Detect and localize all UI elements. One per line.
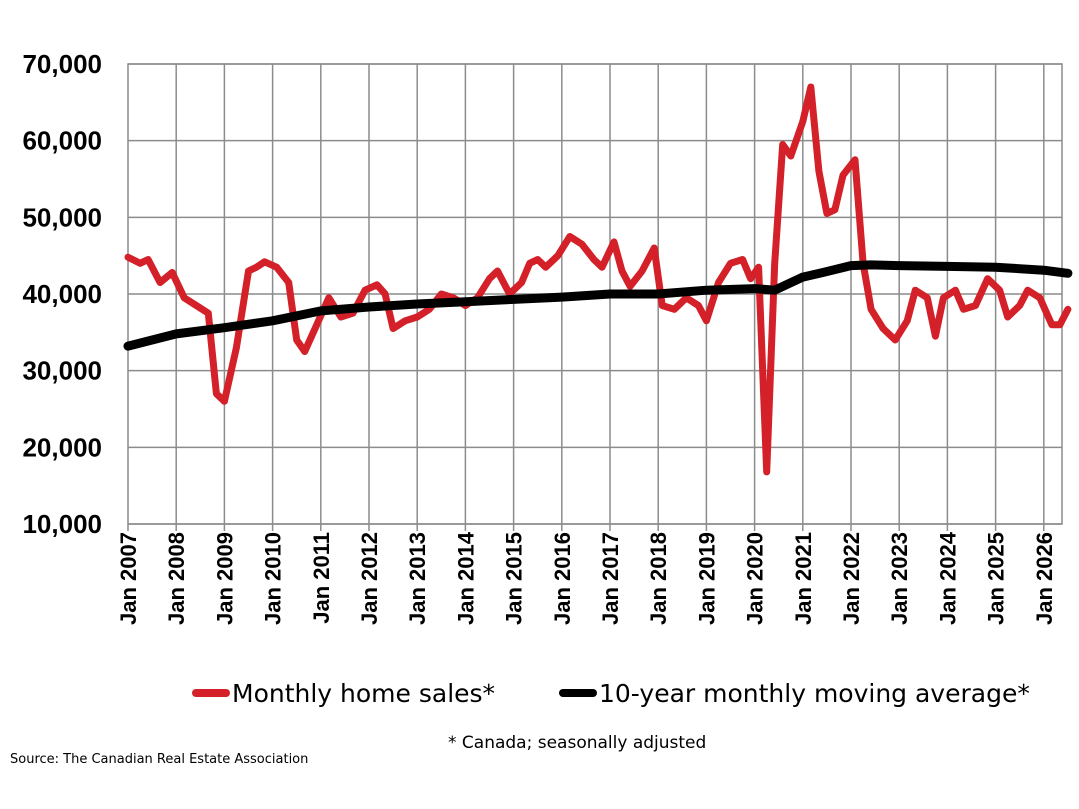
x-tick-label: Jan 2016 <box>550 532 575 625</box>
x-axis-labels: Jan 2007 Jan 2008 Jan 2009 Jan 2010 Jan 2011… <box>116 531 1057 625</box>
x-tick-label: Jan 2018 <box>646 532 671 625</box>
footnote: * Canada; seasonally adjusted <box>448 733 706 753</box>
chart-grid <box>127 63 1063 531</box>
y-tick-label: 20,000 <box>22 432 102 462</box>
series-line-monthly-sales <box>124 83 1072 476</box>
legend-label-sales: Monthly home sales* <box>232 679 495 708</box>
x-tick-label: Jan 2023 <box>887 532 912 625</box>
y-tick-label: 60,000 <box>22 126 102 156</box>
source-note: Source: The Canadian Real Estate Associa… <box>10 752 308 767</box>
y-tick-label: 30,000 <box>22 356 102 386</box>
x-tick-label: Jan 2026 <box>1032 532 1057 625</box>
y-tick-label: 40,000 <box>22 279 102 309</box>
legend-label-average: 10-year monthly moving average* <box>599 679 1030 708</box>
x-tick-label: Jan 2025 <box>984 532 1009 625</box>
x-tick-label: Jan 2010 <box>261 532 286 625</box>
x-tick-label: Jan 2011 <box>309 532 334 624</box>
x-tick-label: Jan 2019 <box>694 532 719 625</box>
x-tick-label: Jan 2024 <box>935 531 960 625</box>
y-tick-label: 10,000 <box>22 509 102 539</box>
y-tick-label: 70,000 <box>22 49 102 79</box>
x-tick-label: Jan 2015 <box>502 532 527 625</box>
x-tick-label: Jan 2008 <box>164 532 189 625</box>
x-tick-label: Jan 2022 <box>839 532 864 625</box>
x-tick-label: Jan 2007 <box>116 532 141 625</box>
x-tick-label: Jan 2014 <box>453 531 478 625</box>
y-axis-labels: 10,000 20,000 30,000 40,000 50,000 60,000 70,0… <box>22 49 102 539</box>
legend: Monthly home sales* 10-year monthly movi… <box>192 679 1030 708</box>
x-tick-label: Jan 2013 <box>405 532 430 625</box>
y-tick-label: 50,000 <box>22 202 102 232</box>
x-tick-label: Jan 2017 <box>598 532 623 625</box>
chart-series <box>123 83 1073 476</box>
x-tick-label: Jan 2012 <box>357 532 382 625</box>
series-line-moving-average <box>123 260 1073 351</box>
x-tick-label: Jan 2009 <box>212 532 237 625</box>
x-tick-label: Jan 2020 <box>743 532 768 625</box>
x-tick-label: Jan 2021 <box>791 532 816 625</box>
